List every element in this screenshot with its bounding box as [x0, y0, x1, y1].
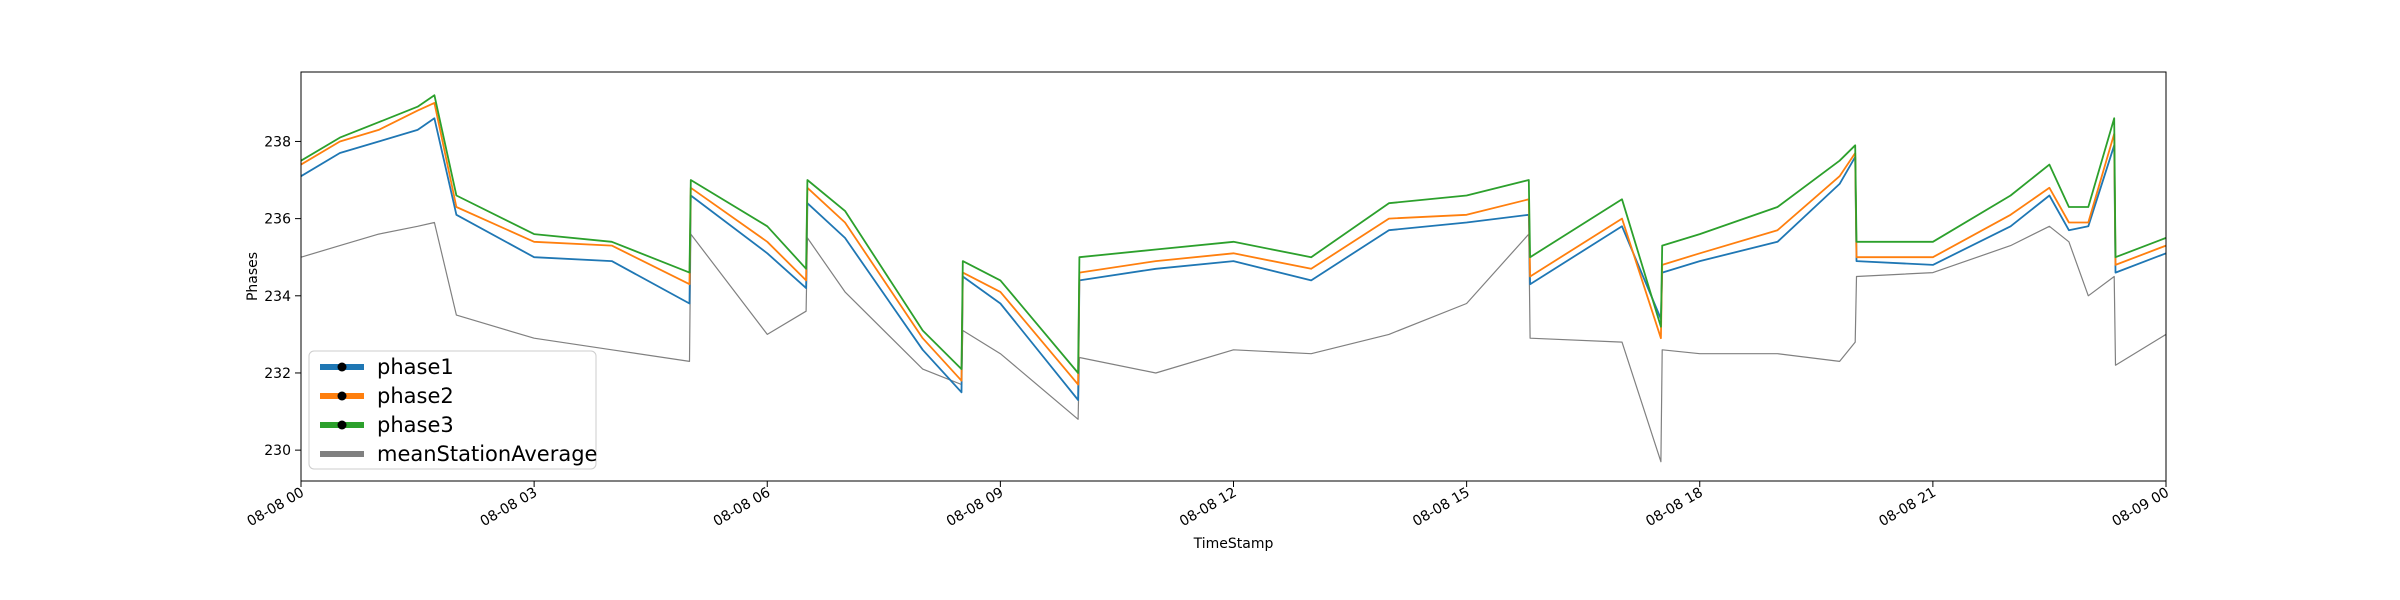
y-tick-label: 238: [264, 134, 291, 150]
x-axis: 08-08 00 08-08 03 08-08 06 08-08 09 08-08 12…: [244, 481, 2172, 530]
legend: phase1 phase2 phase3 meanStationAverage: [308, 350, 597, 470]
legend-marker: [337, 362, 347, 372]
x-tick-label: 08-08 18: [1643, 485, 1706, 530]
x-tick-label: 08-08 06: [711, 485, 774, 530]
legend-label-phase2: phase2: [377, 384, 454, 408]
series-layer: [301, 94, 2166, 463]
series-line-phase3: [301, 94, 2166, 374]
y-axis: 230 232 234 236 238: [264, 134, 301, 459]
y-axis-label: Phases: [245, 252, 261, 301]
x-tick-label: 08-08 03: [478, 485, 541, 530]
x-tick-label: 08-08 12: [1177, 485, 1240, 530]
x-tick-label: 08-08 21: [1876, 485, 1939, 530]
legend-label-phase3: phase3: [377, 413, 454, 437]
y-tick-label: 230: [264, 443, 291, 459]
legend-label-phase1: phase1: [377, 355, 454, 379]
legend-box: [308, 350, 597, 470]
x-tick-label: 08-08 09: [944, 485, 1007, 530]
x-tick-label: 08-08 00: [244, 485, 307, 530]
series-line-phase2: [301, 102, 2166, 386]
series-line-meanStationAverage: [301, 221, 2166, 463]
x-tick-label: 08-08 15: [1410, 485, 1473, 530]
y-tick-label: 234: [264, 289, 291, 305]
legend-label-meanStationAverage: meanStationAverage: [377, 442, 597, 466]
legend-marker: [337, 420, 347, 430]
y-tick-label: 232: [264, 366, 291, 382]
x-tick-label: 08-09 00: [2109, 485, 2172, 530]
legend-marker: [337, 391, 347, 401]
x-axis-label: TimeStamp: [1193, 536, 1274, 552]
y-tick-label: 236: [264, 212, 291, 228]
series-line-phase1: [301, 117, 2166, 401]
